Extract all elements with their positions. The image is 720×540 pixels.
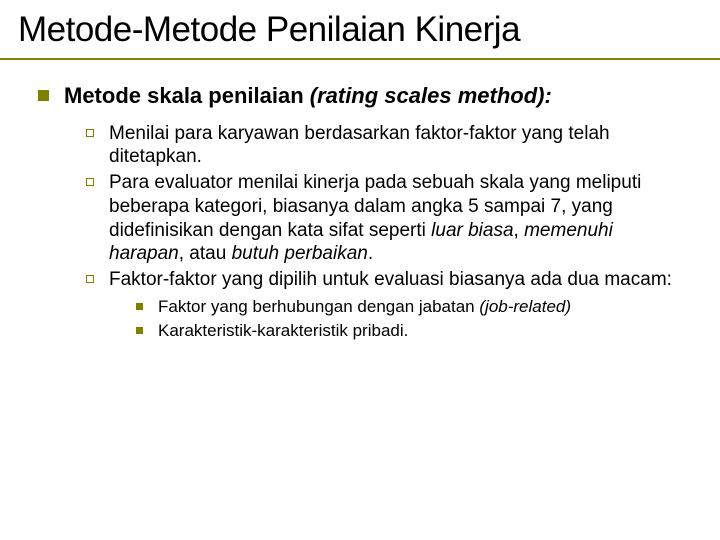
title-container: Metode-Metode Penilaian Kinerja [0, 0, 720, 60]
list-item-text: Menilai para karyawan berdasarkan faktor… [109, 122, 690, 170]
list-item: Faktor yang berhubungan dengan jabatan (… [136, 296, 690, 318]
l3-italic: (job-related) [479, 297, 571, 316]
list-item: Para evaluator menilai kinerja pada sebu… [86, 171, 690, 266]
content-area: Metode skala penilaian (rating scales me… [0, 60, 720, 342]
list-item-text: Para evaluator menilai kinerja pada sebu… [109, 171, 690, 266]
heading-plain: Metode skala penilaian [64, 83, 310, 108]
heading-row: Metode skala penilaian (rating scales me… [38, 82, 690, 110]
slide: Metode-Metode Penilaian Kinerja Metode s… [0, 0, 720, 540]
heading-text: Metode skala penilaian (rating scales me… [64, 82, 552, 110]
l3-plain: Karakteristik-karakteristik pribadi. [158, 321, 408, 340]
small-square-bullet-icon [136, 303, 143, 310]
list-item: Menilai para karyawan berdasarkan faktor… [86, 122, 690, 170]
hollow-square-bullet-icon [86, 178, 94, 186]
slide-title: Metode-Metode Penilaian Kinerja [18, 10, 702, 50]
hollow-square-bullet-icon [86, 275, 94, 283]
square-bullet-icon [38, 90, 49, 101]
list-item-text: Karakteristik-karakteristik pribadi. [158, 320, 408, 342]
level2-list: Menilai para karyawan berdasarkan faktor… [38, 122, 690, 342]
heading-italic: (rating scales method): [310, 83, 552, 108]
small-square-bullet-icon [136, 327, 143, 334]
list-item: Faktor-faktor yang dipilih untuk evaluas… [86, 268, 690, 292]
list-item-text: Faktor yang berhubungan dengan jabatan (… [158, 296, 571, 318]
list-item: Karakteristik-karakteristik pribadi. [136, 320, 690, 342]
hollow-square-bullet-icon [86, 129, 94, 137]
list-item-text: Faktor-faktor yang dipilih untuk evaluas… [109, 268, 672, 292]
l3-plain: Faktor yang berhubungan dengan jabatan [158, 297, 479, 316]
level3-list: Faktor yang berhubungan dengan jabatan (… [86, 296, 690, 342]
